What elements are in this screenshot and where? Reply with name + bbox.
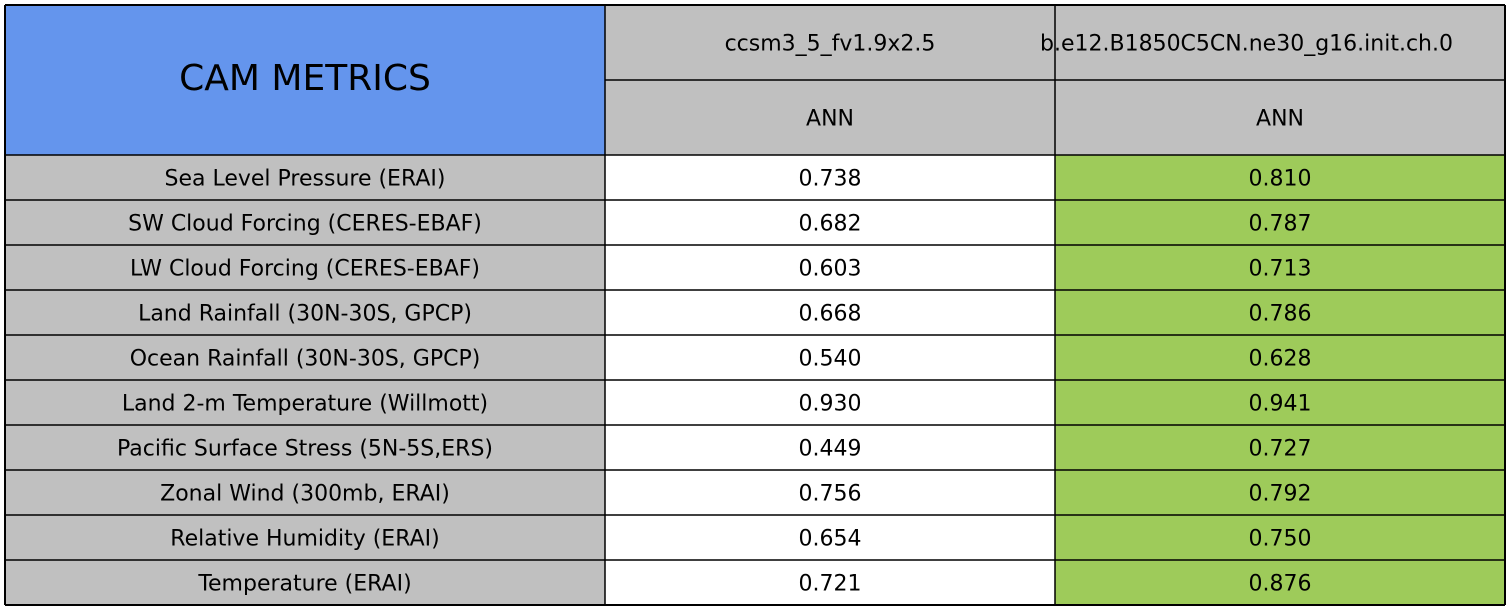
value-cell — [605, 425, 1055, 470]
label-cell — [5, 155, 605, 200]
title-cell — [5, 5, 605, 155]
label-cell — [5, 560, 605, 605]
value-cell — [605, 290, 1055, 335]
metric-value: 0.603 — [799, 257, 862, 282]
metric-name: Ocean Rainfall (30N-30S, GPCP) — [130, 347, 481, 372]
metric-name: Pacific Surface Stress (5N-5S,ERS) — [117, 437, 493, 462]
metric-value: 0.713 — [1249, 257, 1312, 282]
metric-value: 0.721 — [799, 572, 862, 597]
column-period: ANN — [806, 107, 854, 132]
metric-name: Temperature (ERAI) — [197, 572, 411, 597]
value-cell — [605, 470, 1055, 515]
metric-name: Relative Humidity (ERAI) — [170, 527, 439, 552]
metric-name: SW Cloud Forcing (CERES-EBAF) — [128, 212, 482, 237]
metric-value: 0.792 — [1249, 482, 1312, 507]
table-title: CAM METRICS — [179, 58, 431, 99]
value-cell — [605, 155, 1055, 200]
value-cell — [605, 560, 1055, 605]
column-name: b.e12.B1850C5CN.ne30_g16.init.ch.0 — [1040, 32, 1453, 57]
column-name: ccsm3_5_fv1.9x2.5 — [725, 32, 936, 57]
metric-value: 0.738 — [799, 167, 862, 192]
value-cell-highlight — [1055, 200, 1505, 245]
metric-value: 0.876 — [1249, 572, 1312, 597]
value-cell-highlight — [1055, 155, 1505, 200]
value-cell-highlight — [1055, 470, 1505, 515]
column-period: ANN — [1256, 107, 1304, 132]
label-cell — [5, 290, 605, 335]
metric-value: 0.540 — [799, 347, 862, 372]
metric-name: Land Rainfall (30N-30S, GPCP) — [138, 302, 472, 327]
metric-value: 0.787 — [1249, 212, 1312, 237]
metric-name: Sea Level Pressure (ERAI) — [165, 167, 446, 192]
metric-value: 0.727 — [1249, 437, 1312, 462]
value-cell-highlight — [1055, 515, 1505, 560]
value-cell-highlight — [1055, 335, 1505, 380]
value-cell — [605, 335, 1055, 380]
metric-name: Land 2-m Temperature (Willmott) — [122, 392, 488, 417]
value-cell-highlight — [1055, 560, 1505, 605]
label-cell — [5, 515, 605, 560]
value-cell — [605, 245, 1055, 290]
label-cell — [5, 200, 605, 245]
value-cell — [605, 200, 1055, 245]
metric-value: 0.810 — [1249, 167, 1312, 192]
value-cell — [605, 515, 1055, 560]
metric-value: 0.941 — [1249, 392, 1312, 417]
value-cell-highlight — [1055, 425, 1505, 470]
metric-name: Zonal Wind (300mb, ERAI) — [160, 482, 450, 507]
metric-value: 0.628 — [1249, 347, 1312, 372]
value-cell — [605, 380, 1055, 425]
metric-name: LW Cloud Forcing (CERES-EBAF) — [130, 257, 480, 282]
metric-value: 0.786 — [1249, 302, 1312, 327]
label-cell — [5, 380, 605, 425]
label-cell — [5, 245, 605, 290]
value-cell-highlight — [1055, 380, 1505, 425]
metric-value: 0.449 — [799, 437, 862, 462]
value-cell-highlight — [1055, 245, 1505, 290]
label-cell — [5, 425, 605, 470]
metric-value: 0.654 — [799, 527, 862, 552]
label-cell — [5, 470, 605, 515]
label-cell — [5, 335, 605, 380]
metric-value: 0.750 — [1249, 527, 1312, 552]
value-cell-highlight — [1055, 290, 1505, 335]
metric-value: 0.668 — [799, 302, 862, 327]
metric-value: 0.756 — [799, 482, 862, 507]
metric-value: 0.930 — [799, 392, 862, 417]
metric-value: 0.682 — [799, 212, 862, 237]
